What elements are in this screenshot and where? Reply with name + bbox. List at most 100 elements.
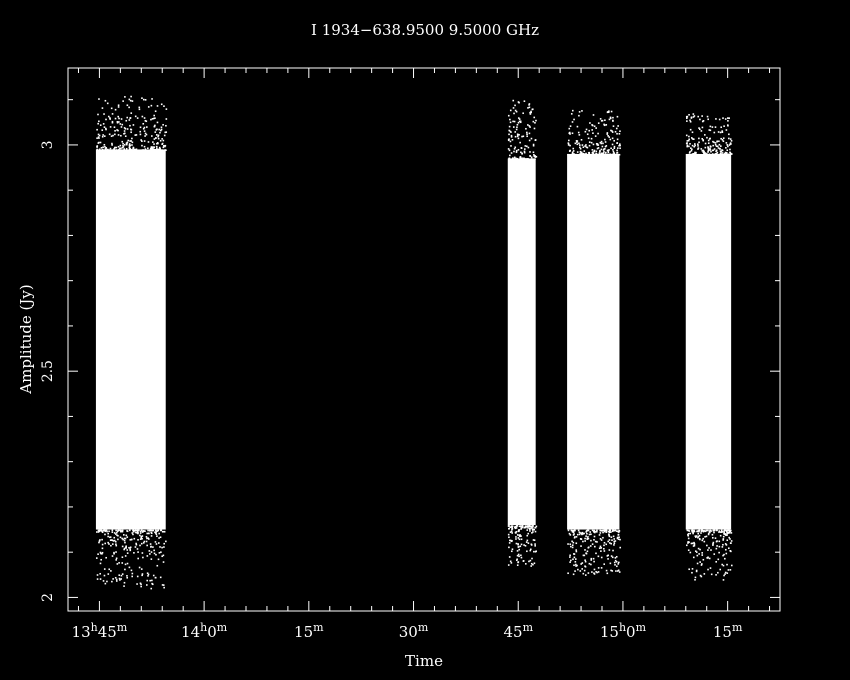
data-point [103,126,106,128]
data-point [122,538,124,541]
data-point [686,115,689,118]
data-point [571,546,574,549]
data-point [595,142,598,145]
data-point [591,149,594,151]
data-point [509,560,512,563]
data-point [701,137,704,140]
data-point [603,547,605,550]
data-point [146,544,148,547]
data-point [125,119,128,122]
data-point [573,564,575,567]
data-point [571,152,574,154]
data-point [692,138,695,140]
data-point [617,534,620,536]
data-point [719,131,722,134]
data-point [160,529,163,532]
data-point [700,530,703,533]
data-point [687,542,689,544]
data-point [99,551,102,554]
data-point [693,543,696,545]
data-point [156,121,159,124]
data-point [101,135,104,138]
data-point [121,146,124,149]
data-point [123,581,126,584]
y-tick-label: 2.5 [40,360,56,382]
data-point [688,135,690,138]
data-point [159,546,161,548]
data-point [120,118,123,120]
data-point [708,129,711,131]
data-point [129,99,132,102]
data-point [131,532,134,534]
data-point [603,541,606,544]
data-point [600,539,603,541]
data-point [529,525,532,528]
data-point [515,128,518,131]
data-point [709,129,712,132]
data-point [153,125,156,128]
data-point [606,132,609,134]
data-point [149,529,151,532]
data-point [702,530,704,532]
x-axis-label: Time [405,652,443,670]
data-point [104,149,107,151]
data-point [516,554,519,557]
data-point [574,558,577,560]
data-point [698,537,701,540]
data-point [130,140,133,142]
data-point [695,151,697,154]
data-point [686,145,689,148]
data-point [108,543,110,545]
data-point [117,134,120,136]
data-point [700,529,703,532]
data-point [576,153,579,156]
data-point [99,572,102,575]
data-point [728,532,731,534]
data-point [570,559,572,562]
data-point [98,148,101,151]
data-point [108,149,111,151]
data-point [121,562,124,564]
data-point [722,543,724,546]
data-point [700,575,703,578]
data-point [593,153,596,156]
data-point [527,107,529,109]
data-point [720,531,722,533]
data-point [532,120,535,123]
data-point [691,153,694,155]
data-point [132,530,135,533]
data-point [533,158,535,160]
data-point [690,149,693,152]
data-point [581,568,583,570]
data-point [580,563,582,565]
data-point [141,115,144,118]
data-point [587,137,590,140]
data-point [609,562,612,565]
data-point [114,533,117,535]
data-point [568,532,571,535]
data-point [519,157,522,160]
data-point [125,545,127,548]
data-point [595,152,597,155]
data-point [154,576,157,579]
data-point [118,117,120,120]
data-point [709,567,712,569]
data-point [512,107,515,109]
data-point [147,537,149,539]
data-point [165,118,168,120]
data-point [605,569,608,572]
data-point [699,548,701,551]
data-point [531,158,533,160]
data-point [586,537,589,540]
data-point [602,536,604,539]
data-point [610,147,612,150]
data-point [726,531,728,533]
data-point [144,132,147,135]
data-point [109,536,111,539]
data-point [569,144,571,147]
data-point [137,551,139,553]
data-point [131,100,134,102]
data-point [163,542,165,545]
data-point [512,120,514,123]
data-point [524,563,527,565]
